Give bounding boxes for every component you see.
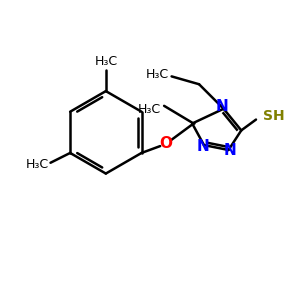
Text: H₃C: H₃C	[146, 68, 169, 81]
Text: O: O	[160, 136, 172, 151]
Text: N: N	[223, 143, 236, 158]
Text: H₃C: H₃C	[94, 55, 117, 68]
Text: H₃C: H₃C	[26, 158, 49, 171]
Text: N: N	[196, 139, 209, 154]
Text: SH: SH	[263, 109, 284, 123]
Text: H₃C: H₃C	[138, 103, 161, 116]
Text: N: N	[215, 99, 228, 114]
